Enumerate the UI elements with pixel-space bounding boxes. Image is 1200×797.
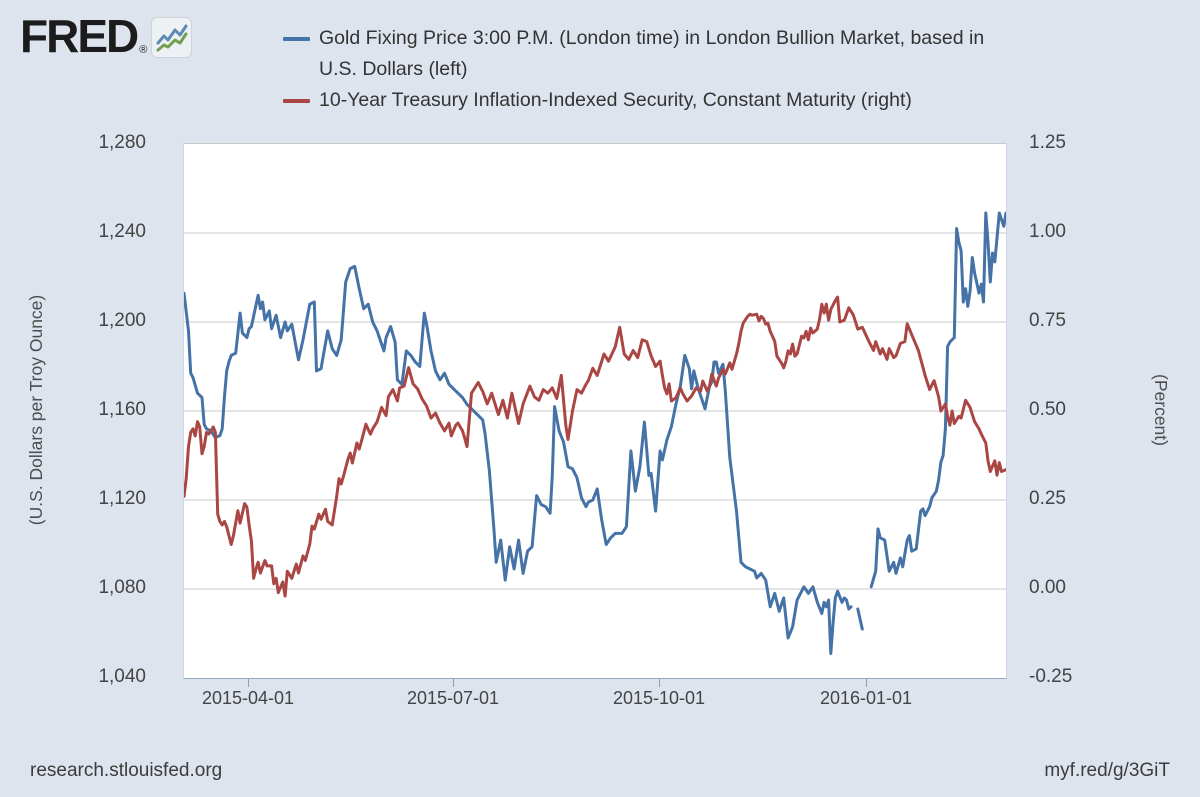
gold-price-line [869,211,1006,589]
tips-series-label: 10-Year Treasury Inflation-Indexed Secur… [319,85,912,116]
x-axis-tick-label: 2016-01-01 [819,688,913,708]
legend-item-gold: Gold Fixing Price 3:00 P.M. (London time… [283,23,984,85]
y-axis-right-tick-label: 0.50 [1029,399,1066,420]
tips-yield-line [184,295,1006,598]
gold-series-marker [283,37,310,41]
y-axis-right-tick-label: 0.75 [1029,310,1066,331]
gold-price-line [856,607,864,631]
fred-logo: FRED ® [20,10,193,63]
plot-area [183,143,1007,679]
gold-series-label-line2: U.S. Dollars (left) [319,58,468,80]
tips-series-marker [283,99,310,103]
legend-item-tips: 10-Year Treasury Inflation-Indexed Secur… [283,85,984,116]
short-link: myf.red/g/3GiT [1044,760,1170,781]
fred-logo-chart-icon [151,17,193,63]
x-axis-tick-mark [248,678,249,687]
x-axis-tick-label: 2015-04-01 [201,688,295,708]
y-axis-right-tick-label: 1.25 [1029,132,1066,153]
y-axis-right-tick-label: -0.25 [1029,666,1073,687]
y-axis-left-tick-label: 1,120 [98,488,146,509]
y-axis-right-tick-label: 1.00 [1029,221,1066,242]
y-axis-left-tick-label: 1,080 [98,577,146,598]
x-axis-tick-label: 2015-10-01 [612,688,706,708]
chart-legend: Gold Fixing Price 3:00 P.M. (London time… [283,23,984,116]
gold-price-line [184,264,853,655]
x-axis-tick-mark [453,678,454,687]
gold-series-label: Gold Fixing Price 3:00 P.M. (London time… [319,23,984,85]
x-axis-tick-mark [866,678,867,687]
y-axis-left-tick-label: 1,240 [98,221,146,242]
x-axis-tick-label: 2015-07-01 [406,688,500,708]
source-url: research.stlouisfed.org [30,760,223,781]
y-axis-left-tick-label: 1,040 [98,666,146,687]
registered-trademark-symbol: ® [139,44,148,56]
chart-canvas [184,211,1006,655]
y-axis-right-tick-label: 0.00 [1029,577,1066,598]
y-axis-right-tick-label: 0.25 [1029,488,1066,509]
fred-logo-text: FRED [20,10,139,62]
gold-series-label-line1: Gold Fixing Price 3:00 P.M. (London time… [319,27,985,49]
y-axis-left-tick-label: 1,160 [98,399,146,420]
x-axis-tick-mark [659,678,660,687]
right-axis-title: (Percent) [1151,374,1171,446]
y-axis-left-tick-label: 1,280 [98,132,146,153]
y-axis-left-tick-label: 1,200 [98,310,146,331]
tips-series-label-line1: 10-Year Treasury Inflation-Indexed Secur… [319,89,912,111]
